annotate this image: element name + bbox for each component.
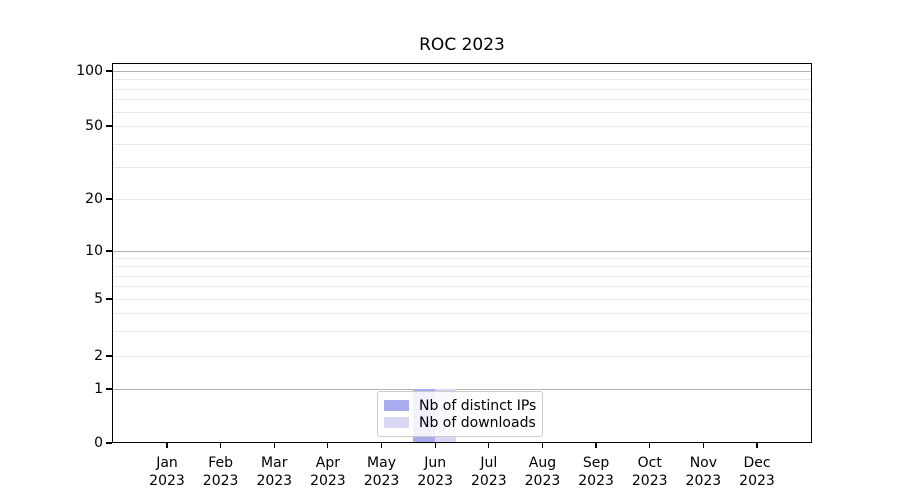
y-tick-label: 20 xyxy=(85,191,103,207)
minor-gridline xyxy=(113,166,811,168)
minor-gridline xyxy=(113,111,811,113)
x-tick-label: May 2023 xyxy=(337,454,427,490)
y-tick-mark xyxy=(106,250,112,252)
y-tick-mark xyxy=(106,442,112,444)
y-tick-label: 50 xyxy=(85,118,103,134)
minor-gridline xyxy=(113,258,811,260)
minor-gridline xyxy=(113,143,811,145)
legend: Nb of distinct IPs Nb of downloads xyxy=(377,391,543,437)
x-tick-month: Feb xyxy=(208,455,234,471)
x-tick-mark xyxy=(649,443,651,448)
minor-gridline xyxy=(113,356,811,357)
x-tick-month: Jul xyxy=(480,455,498,471)
legend-swatch-icon xyxy=(384,417,409,428)
x-tick-year: 2023 xyxy=(739,473,775,489)
x-tick-year: 2023 xyxy=(685,473,722,489)
legend-entry: Nb of distinct IPs xyxy=(384,397,537,414)
minor-gridline xyxy=(113,275,811,277)
x-tick-mark xyxy=(166,443,168,448)
x-tick-mark xyxy=(327,443,329,448)
x-tick-year: 2023 xyxy=(310,473,346,489)
x-tick-label: Dec 2023 xyxy=(712,454,802,490)
minor-gridline xyxy=(113,88,811,90)
y-tick-label: 0 xyxy=(94,435,103,451)
x-tick-mark xyxy=(380,443,383,448)
x-tick-label: Jun 2023 xyxy=(390,454,480,490)
minor-gridline xyxy=(113,330,811,332)
legend-label: Nb of distinct IPs xyxy=(419,397,537,414)
x-tick-month: Mar xyxy=(261,455,288,471)
y-tick-mark xyxy=(106,125,112,127)
x-tick-mark xyxy=(434,443,436,448)
legend-swatch-icon xyxy=(384,400,409,411)
x-tick-label: Jan 2023 xyxy=(122,454,212,490)
x-tick-month: Aug xyxy=(528,455,557,471)
x-tick-label: Apr 2023 xyxy=(283,454,373,490)
x-tick-year: 2023 xyxy=(202,473,239,489)
x-tick-year: 2023 xyxy=(578,473,614,489)
y-tick-mark xyxy=(106,388,112,390)
x-tick-label: Aug 2023 xyxy=(497,454,587,490)
chart-title: ROC 2023 xyxy=(419,35,505,55)
x-tick-month: Nov xyxy=(689,455,718,471)
minor-gridline xyxy=(113,286,811,288)
x-tick-year: 2023 xyxy=(524,473,561,489)
major-gridline xyxy=(113,389,811,390)
x-tick-month: Apr xyxy=(315,455,341,471)
x-tick-label: Oct 2023 xyxy=(605,454,695,490)
x-tick-mark xyxy=(273,443,275,448)
y-tick-label: 1 xyxy=(94,381,103,397)
legend-entry: Nb of downloads xyxy=(384,414,536,431)
x-tick-mark xyxy=(756,443,758,448)
minor-gridline xyxy=(113,199,811,200)
x-tick-label: Feb 2023 xyxy=(176,454,266,490)
minor-gridline xyxy=(113,266,811,268)
major-gridline xyxy=(113,71,811,72)
minor-gridline xyxy=(113,312,811,314)
x-tick-year: 2023 xyxy=(470,473,507,489)
x-tick-label: Nov 2023 xyxy=(658,454,748,490)
major-gridline xyxy=(113,251,811,252)
x-tick-month: Sep xyxy=(582,455,610,471)
legend-label: Nb of downloads xyxy=(419,414,536,431)
x-tick-label: Sep 2023 xyxy=(551,454,641,490)
x-tick-label: Jul 2023 xyxy=(444,454,534,490)
minor-gridline xyxy=(113,126,811,127)
x-tick-mark xyxy=(541,443,544,448)
x-tick-year: 2023 xyxy=(149,473,185,489)
minor-gridline xyxy=(113,79,811,81)
y-tick-label: 5 xyxy=(94,291,103,307)
minor-gridline xyxy=(113,99,811,101)
plot-area xyxy=(112,63,812,443)
x-tick-month: Dec xyxy=(743,455,771,471)
x-tick-mark xyxy=(488,443,490,448)
x-tick-month: Oct xyxy=(637,455,662,471)
x-tick-year: 2023 xyxy=(256,473,293,489)
y-tick-mark xyxy=(106,298,112,300)
x-tick-label: Mar 2023 xyxy=(229,454,319,490)
x-tick-month: May xyxy=(367,455,396,471)
x-tick-year: 2023 xyxy=(363,473,400,489)
y-tick-label: 2 xyxy=(94,348,103,364)
y-tick-mark xyxy=(106,355,112,357)
x-tick-month: Jan xyxy=(156,455,178,471)
x-tick-mark xyxy=(595,443,597,448)
x-tick-year: 2023 xyxy=(631,473,668,489)
x-tick-mark xyxy=(702,443,704,448)
minor-gridline xyxy=(113,299,811,300)
x-tick-year: 2023 xyxy=(417,473,453,489)
y-tick-label: 100 xyxy=(76,63,103,79)
x-tick-mark xyxy=(220,443,222,448)
x-tick-month: Jun xyxy=(424,455,447,471)
y-tick-label: 10 xyxy=(85,243,103,259)
y-tick-mark xyxy=(106,198,112,200)
y-tick-mark xyxy=(106,70,112,72)
